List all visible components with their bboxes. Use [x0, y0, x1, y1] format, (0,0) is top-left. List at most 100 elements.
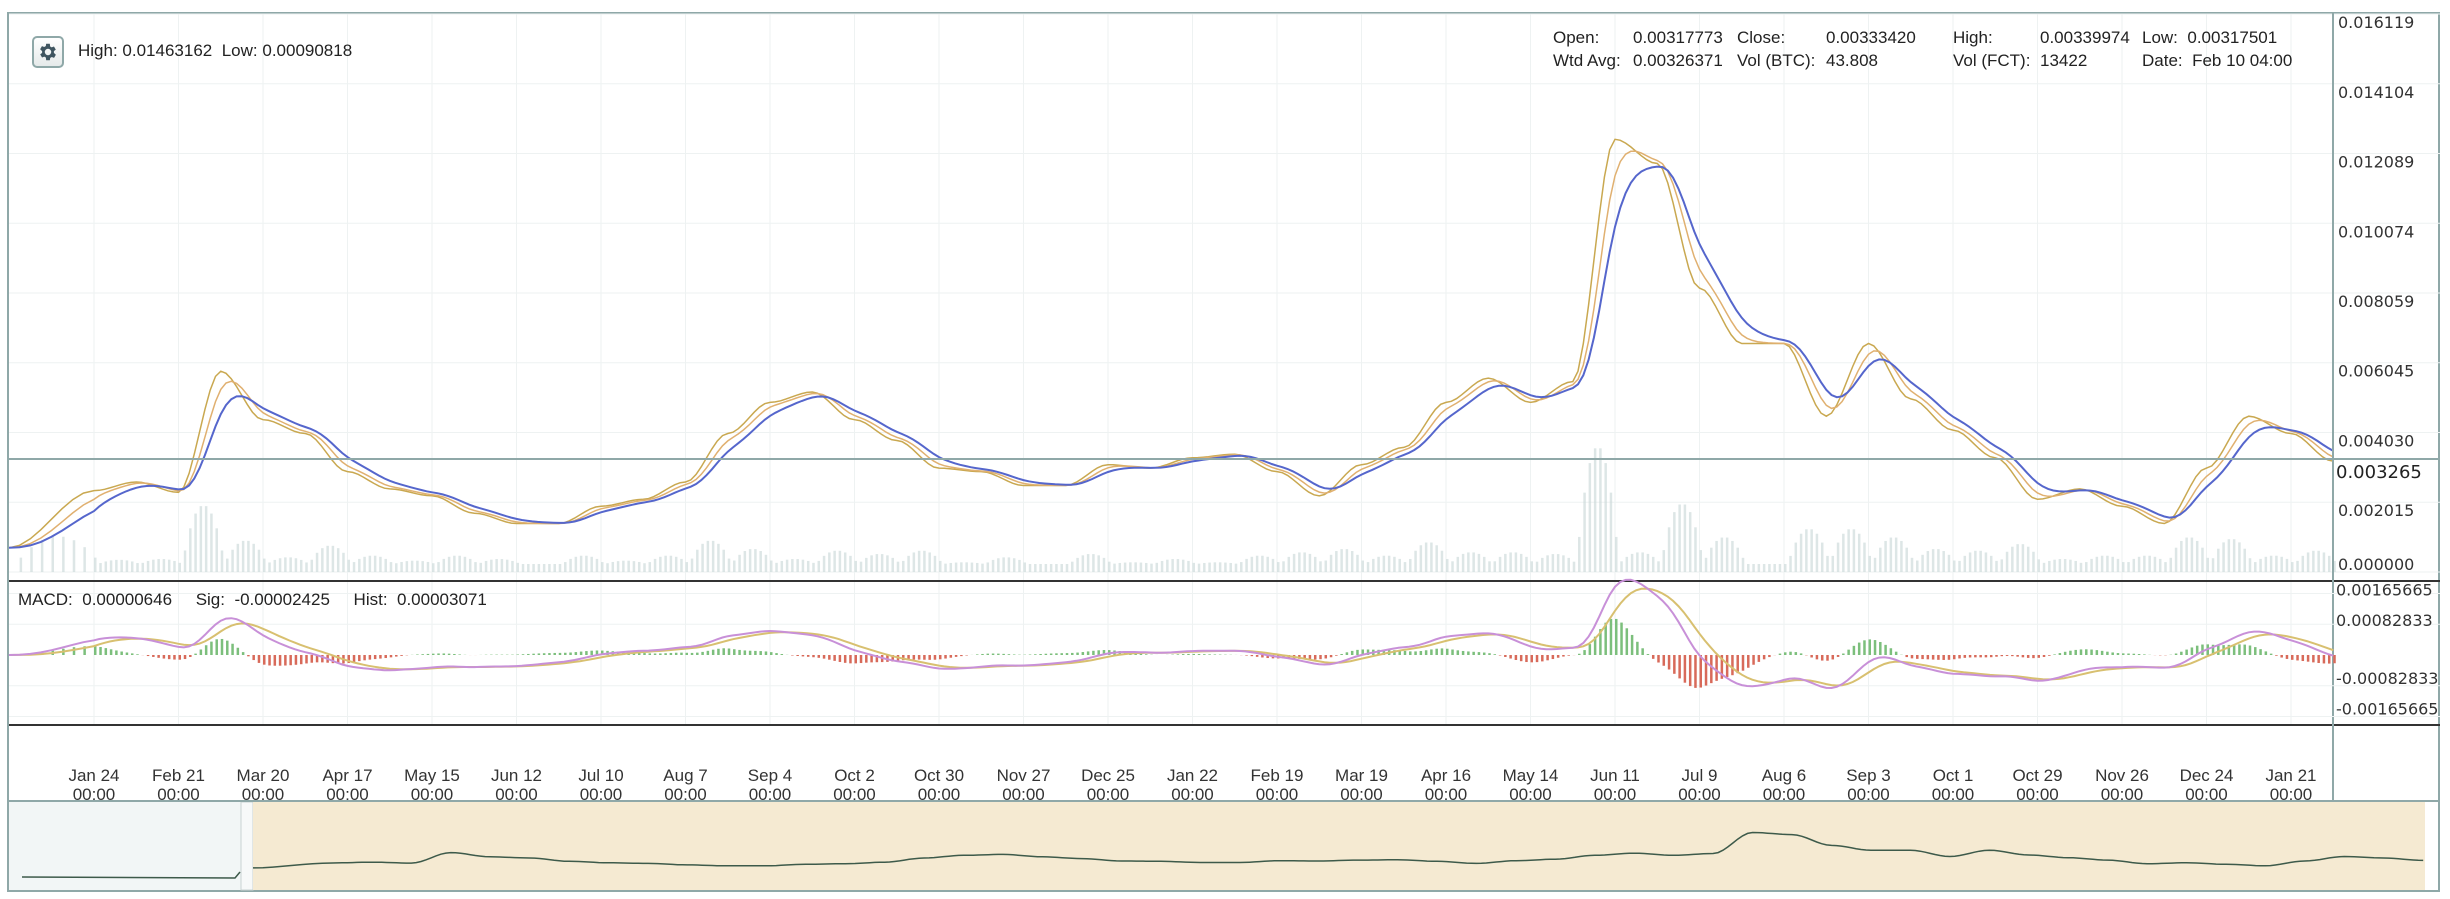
- volume-bar: [1599, 448, 1602, 572]
- volume-bar: [1657, 561, 1660, 572]
- macd-histogram-bar: [743, 650, 747, 655]
- macd-histogram-bar: [579, 651, 583, 655]
- navigator-handle[interactable]: [240, 801, 254, 891]
- macd-histogram-bar: [1509, 655, 1512, 659]
- macd-histogram-bar: [1625, 628, 1629, 655]
- settings-button[interactable]: [32, 36, 64, 68]
- macd-histogram-bar: [2069, 650, 2072, 655]
- volume-bar: [1953, 560, 1956, 572]
- volume-bar: [997, 558, 1000, 572]
- volume-bar: [1271, 558, 1275, 572]
- macd-histogram-bar: [1308, 655, 1312, 660]
- volume-bar: [564, 562, 567, 572]
- volume-bar: [2079, 562, 2083, 572]
- volume-bar: [1377, 556, 1380, 572]
- macd-histogram-bar: [537, 653, 541, 655]
- volume-bar: [1768, 564, 1771, 572]
- macd-histogram-bar: [167, 655, 171, 660]
- macd-histogram-bar: [2211, 644, 2215, 655]
- volume-bar: [1820, 542, 1824, 572]
- macd-histogram-bar: [2058, 653, 2062, 655]
- macd-histogram-bar: [2132, 653, 2136, 655]
- macd-histogram-bar: [944, 655, 947, 659]
- open-label: Open:: [1553, 28, 1600, 47]
- macd-histogram-bar: [358, 655, 361, 662]
- volume-bar: [696, 549, 699, 572]
- macd-histogram-bar: [1620, 622, 1623, 655]
- macd-histogram-bar: [1894, 651, 1898, 655]
- macd-histogram-bar: [2085, 649, 2088, 655]
- volume-bar: [263, 558, 266, 572]
- volume-bar: [527, 564, 530, 572]
- macd-histogram-bar: [1842, 653, 1845, 655]
- volume-bar: [1916, 560, 1919, 572]
- volfct-label: Vol (FCT):: [1953, 51, 2031, 70]
- volume-bar: [278, 558, 282, 572]
- macd-histogram-bar: [1968, 655, 1972, 658]
- macd-label: MACD:: [18, 590, 73, 609]
- macd-histogram-bar: [2116, 653, 2120, 655]
- volume-bar: [416, 560, 419, 572]
- volume-bar: [2291, 562, 2294, 572]
- macd-histogram-bar: [130, 653, 134, 655]
- volume-bar: [315, 552, 319, 572]
- volume-bar: [569, 558, 572, 572]
- x-tick-time: 00:00: [326, 785, 369, 804]
- macd-histogram-bar: [1699, 655, 1702, 688]
- macd-histogram-bar: [542, 653, 546, 655]
- volume-bar: [453, 555, 456, 572]
- macd-histogram-bar: [1409, 651, 1412, 655]
- volume-bar: [2238, 542, 2241, 572]
- volume-bar: [426, 561, 430, 572]
- macd-histogram-bar: [569, 652, 572, 655]
- macd-histogram-bar: [2259, 649, 2262, 655]
- macd-histogram-bar: [1065, 653, 1069, 655]
- volume-bar: [1071, 561, 1074, 572]
- navigator-selected-range[interactable]: [253, 802, 2425, 890]
- macd-histogram-bar: [72, 647, 76, 655]
- volume-bar: [928, 552, 931, 572]
- macd-histogram-bar: [1694, 655, 1697, 688]
- macd-histogram-bar: [2269, 653, 2273, 655]
- volume-bar: [933, 555, 937, 572]
- volume-bar: [2053, 559, 2056, 572]
- volume-bar: [1710, 547, 1713, 572]
- x-tick-time: 00:00: [749, 785, 792, 804]
- volume-bar: [833, 550, 836, 572]
- x-tick-date: Nov 27: [997, 766, 1051, 785]
- volume-bar: [981, 563, 984, 572]
- volume-bar: [511, 560, 514, 572]
- volume-bar: [796, 559, 799, 572]
- macd-histogram-bar: [674, 652, 678, 655]
- volume-bar: [1842, 533, 1845, 572]
- macd-histogram-bar: [1879, 641, 1882, 655]
- volume-bar: [1625, 556, 1629, 572]
- macd-histogram-bar: [1710, 655, 1713, 684]
- macd-histogram-bar: [2079, 649, 2083, 655]
- volume-bar: [2190, 537, 2194, 572]
- volume-bar: [1139, 562, 1143, 572]
- ohlc-col3: Close: Vol (BTC):: [1737, 26, 1815, 72]
- volume-bar: [2296, 560, 2299, 572]
- macd-histogram-bar: [162, 655, 166, 659]
- volume-bar: [1836, 542, 1840, 572]
- macd-histogram-bar: [1176, 654, 1180, 655]
- volume-bar: [1414, 550, 1417, 572]
- volume-bar: [1651, 556, 1655, 572]
- volume-bar: [358, 558, 361, 572]
- volume-bar: [553, 564, 556, 572]
- y-tick-label: 0.016119: [2338, 13, 2414, 32]
- volume-bar: [379, 556, 382, 572]
- macd-histogram-bar: [1673, 655, 1676, 674]
- macd-histogram-bar: [1012, 654, 1016, 655]
- macd-histogram-bar: [733, 649, 736, 655]
- volume-bar: [2317, 550, 2320, 572]
- macd-histogram-bar: [653, 653, 657, 655]
- macd-histogram-bar: [1446, 648, 1449, 655]
- volume-bar: [1498, 556, 1502, 572]
- macd-histogram-bar: [1398, 650, 1401, 655]
- volume-bar: [1197, 563, 1201, 572]
- macd-histogram-bar: [1778, 653, 1782, 655]
- volume-bar: [1076, 557, 1079, 572]
